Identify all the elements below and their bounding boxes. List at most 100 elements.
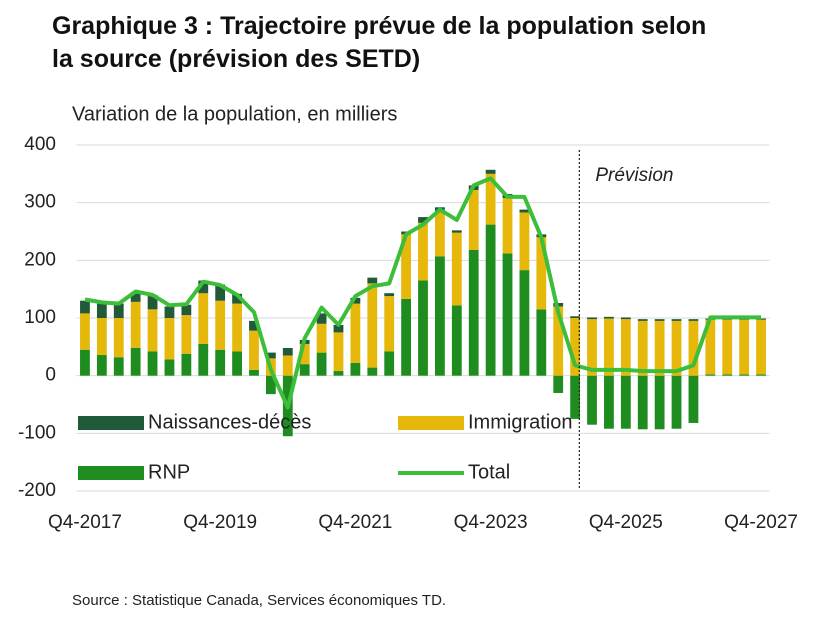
bar bbox=[299, 364, 310, 376]
bar bbox=[620, 317, 631, 320]
y-tick-label: -100 bbox=[18, 422, 56, 443]
bar bbox=[232, 303, 242, 352]
bar bbox=[671, 319, 682, 321]
bar bbox=[316, 323, 327, 353]
bar bbox=[181, 315, 192, 354]
bar bbox=[620, 375, 631, 429]
bar bbox=[198, 293, 209, 344]
bar bbox=[451, 305, 462, 376]
x-tick-label: Q4-2023 bbox=[454, 512, 528, 533]
bar bbox=[401, 298, 411, 376]
bar bbox=[333, 371, 344, 376]
bar bbox=[80, 300, 90, 314]
y-tick-label: -200 bbox=[18, 480, 56, 501]
bar bbox=[249, 320, 259, 331]
legend-label: Immigration bbox=[468, 411, 572, 433]
bar bbox=[722, 374, 733, 376]
bar bbox=[401, 234, 411, 299]
bar bbox=[435, 256, 445, 376]
bar bbox=[671, 375, 682, 429]
bar bbox=[418, 222, 428, 281]
bar bbox=[519, 212, 530, 271]
bar bbox=[739, 374, 750, 376]
bar bbox=[215, 300, 226, 350]
bar bbox=[198, 280, 209, 294]
bar bbox=[96, 303, 107, 318]
bar bbox=[130, 292, 141, 302]
annotation: Prévision bbox=[595, 165, 673, 186]
bar bbox=[756, 318, 766, 320]
bar bbox=[350, 303, 361, 363]
y-tick-label: 300 bbox=[24, 192, 56, 213]
bar bbox=[519, 270, 530, 376]
bar bbox=[705, 319, 716, 375]
bar bbox=[502, 253, 513, 376]
legend-label: Naissances-décès bbox=[148, 411, 311, 433]
bar bbox=[367, 277, 378, 284]
bar bbox=[316, 352, 327, 376]
x-tick-label: Q4-2017 bbox=[48, 512, 122, 533]
bar bbox=[739, 319, 750, 375]
bar bbox=[451, 232, 462, 306]
bar bbox=[468, 249, 479, 376]
bar bbox=[198, 343, 209, 376]
bar bbox=[333, 324, 344, 333]
bar bbox=[451, 230, 462, 233]
bar bbox=[604, 375, 614, 429]
bar bbox=[485, 173, 496, 225]
bar bbox=[570, 316, 581, 318]
bar bbox=[502, 198, 513, 254]
legend-swatch bbox=[398, 416, 464, 430]
bar bbox=[654, 375, 665, 430]
x-tick-label: Q4-2025 bbox=[589, 512, 663, 533]
bar bbox=[654, 320, 665, 376]
bar bbox=[249, 330, 259, 370]
bar bbox=[435, 211, 445, 257]
x-tick-label: Q4-2019 bbox=[183, 512, 257, 533]
bar bbox=[215, 349, 226, 376]
bar bbox=[350, 362, 361, 376]
chart-subtitle: Variation de la population, en milliers bbox=[72, 103, 397, 125]
bar bbox=[604, 316, 614, 319]
bar bbox=[215, 284, 226, 301]
bar bbox=[553, 375, 564, 393]
bar bbox=[384, 296, 395, 352]
source-note: Source : Statistique Canada, Services éc… bbox=[72, 592, 446, 609]
bar bbox=[384, 351, 395, 376]
bar bbox=[333, 332, 344, 372]
bar bbox=[249, 369, 259, 376]
bar bbox=[637, 320, 648, 376]
bar bbox=[181, 353, 192, 376]
bar bbox=[147, 294, 158, 310]
bar bbox=[637, 375, 648, 430]
bar bbox=[756, 319, 766, 375]
line-series bbox=[84, 176, 761, 410]
bar bbox=[553, 306, 564, 376]
bar bbox=[96, 318, 107, 355]
bar bbox=[113, 303, 124, 318]
bar bbox=[637, 319, 648, 321]
bar bbox=[519, 209, 530, 213]
bar bbox=[96, 354, 107, 376]
bar bbox=[688, 319, 699, 321]
bar bbox=[147, 309, 158, 352]
bar bbox=[164, 318, 175, 360]
bar bbox=[604, 318, 614, 376]
bar bbox=[232, 351, 242, 376]
bar bbox=[485, 224, 496, 376]
x-tick-label: Q4-2027 bbox=[724, 512, 798, 533]
bar bbox=[705, 374, 716, 376]
bar bbox=[688, 320, 699, 376]
bar bbox=[536, 309, 547, 376]
bar bbox=[350, 297, 361, 304]
bar bbox=[570, 318, 581, 376]
bar bbox=[620, 319, 631, 376]
bar bbox=[113, 318, 124, 358]
legend-swatch bbox=[78, 416, 144, 430]
bar bbox=[536, 237, 547, 310]
y-tick-label: 200 bbox=[24, 249, 56, 270]
bar bbox=[671, 320, 682, 376]
legend-label: Total bbox=[468, 461, 510, 483]
bar bbox=[181, 304, 192, 316]
